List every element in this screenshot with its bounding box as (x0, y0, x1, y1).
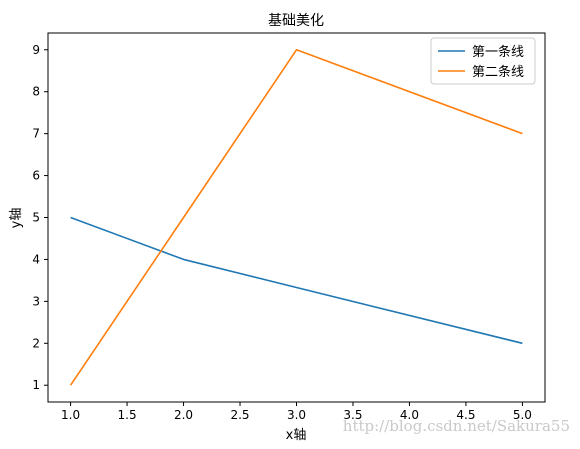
y-axis-ticks: 1 2 3 4 5 6 7 8 9 (32, 43, 48, 392)
x-tick-label: 4.5 (456, 408, 475, 422)
y-tick-label: 7 (32, 127, 40, 141)
y-tick-label: 4 (32, 252, 40, 266)
legend-label-1: 第一条线 (472, 44, 524, 60)
x-tick-label: 1.0 (61, 408, 80, 422)
y-tick-label: 6 (32, 169, 40, 183)
y-tick-label: 2 (32, 336, 40, 350)
series-layer (69, 48, 523, 386)
y-tick-label: 8 (32, 85, 40, 99)
legend-box (430, 37, 536, 85)
x-tick-label: 2.0 (174, 408, 193, 422)
watermark: http://blog.csdn.net/Sakura55 (343, 417, 570, 435)
y-axis-label: y轴 (9, 208, 24, 229)
plot-frame (47, 32, 546, 403)
x-tick-label: 1.5 (118, 408, 137, 422)
x-axis-label: x轴 (286, 428, 307, 443)
series-line-1 (70, 216, 523, 345)
chart-title: 基础美化 (268, 12, 324, 29)
legend-label-2: 第二条线 (472, 64, 524, 80)
y-tick-label: 9 (32, 43, 40, 57)
y-tick-label: 3 (32, 294, 40, 308)
x-axis-ticks: 1.0 1.5 2.0 2.5 3.0 3.5 4.0 4.5 5.0 (61, 402, 532, 422)
y-tick-label: 5 (32, 211, 40, 225)
x-tick-label: 3.0 (287, 408, 306, 422)
x-tick-label: 4.0 (400, 408, 419, 422)
y-tick-label: 1 (32, 378, 40, 392)
x-tick-label: 2.5 (230, 408, 249, 422)
x-tick-label: 3.5 (343, 408, 362, 422)
series-line-2 (69, 48, 523, 386)
x-tick-label: 5.0 (513, 408, 532, 422)
